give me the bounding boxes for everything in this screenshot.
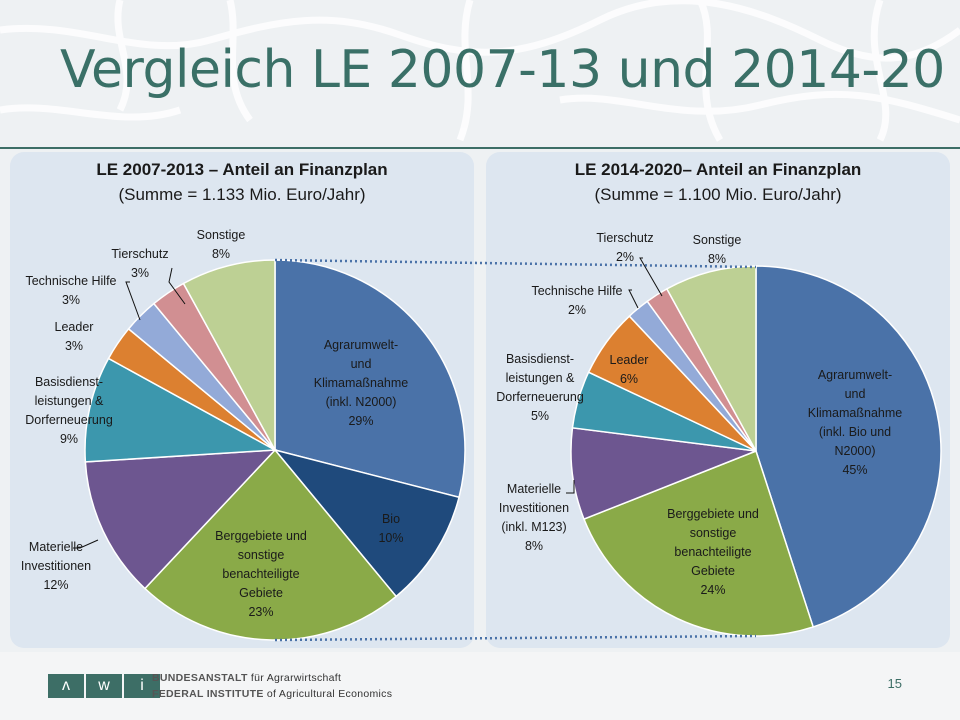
pie-slice-agrar-2007 xyxy=(274,259,466,499)
leader-line-technische-2014 xyxy=(628,289,639,309)
institute-name-en: FEDERAL INSTITUTE of Agricultural Econom… xyxy=(152,688,392,700)
label-leader-2014: Leader 6% xyxy=(609,353,649,386)
leader-line-technische-2007 xyxy=(125,281,141,321)
top-rule xyxy=(0,147,960,149)
leader-line-tierschutz-2014 xyxy=(639,257,663,297)
chart-title-2014-sum: (Summe = 1.100 Mio. Euro/Jahr) xyxy=(594,185,842,204)
label-technische-2007: Technische Hilfe 3% xyxy=(25,274,117,307)
label-sonstige-2007: Sonstige 8% xyxy=(196,228,246,261)
label-tierschutz-2007: Tierschutz 3% xyxy=(111,247,169,280)
pie-slice-sonstige-2014 xyxy=(665,265,757,452)
label-leader-2007: Leader 3% xyxy=(54,320,94,353)
institute-name-de-caps: BUNDESANSTALT xyxy=(152,672,248,684)
label-materielle-2014: Materielle Investitionen (inkl. M123) 8% xyxy=(498,482,570,553)
label-agrar-2007: Agrarumwelt- und Klimamaßnahme (inkl. N2… xyxy=(313,338,409,428)
pie-2007 xyxy=(84,259,466,641)
page-number: 15 xyxy=(887,676,902,691)
label-basis-2014: Basisdienst- leistungen & Dorferneuerung… xyxy=(496,352,584,423)
chart-title-2007-sum: (Summe = 1.133 Mio. Euro/Jahr) xyxy=(118,185,366,204)
label-agrar-2014: Agrarumwelt- und Klimamaßnahme (inkl. Bi… xyxy=(807,368,903,477)
label-basis-2007: Basisdienst- leistungen & Dorferneuerung… xyxy=(25,375,113,446)
chart-title-2007: LE 2007-2013 – Anteil an Finanzplan (Sum… xyxy=(10,158,474,208)
page-title: Vergleich LE 2007-13 und 2014-20 xyxy=(60,40,945,100)
chart-title-2014-heading: LE 2014-2020– Anteil an Finanzplan xyxy=(574,160,862,179)
pie-slice-berg-2007 xyxy=(143,448,398,641)
institute-name-en-caps: FEDERAL INSTITUTE xyxy=(152,688,264,700)
pie-slice-bio-2007 xyxy=(272,448,460,598)
leader-line-materielle-2007 xyxy=(73,539,99,549)
label-tierschutz-2014: Tierschutz 2% xyxy=(596,231,654,264)
pie-slice-sonstige-2007 xyxy=(182,259,276,451)
pie-slice-basis-2007 xyxy=(84,357,278,463)
logo-letter-a: ʌ xyxy=(48,674,84,698)
institute-name-en-rest: of Agricultural Economics xyxy=(266,688,393,700)
footer xyxy=(0,652,960,720)
label-sonstige-2014: Sonstige 8% xyxy=(692,233,742,266)
pie-slice-agrar-2014 xyxy=(755,265,942,628)
logo-letter-w: w xyxy=(86,674,122,698)
label-bio-2007: Bio 10% xyxy=(378,512,404,545)
chart-title-2007-heading: LE 2007-2013 – Anteil an Finanzplan xyxy=(96,160,388,179)
leader-line-materielle-2014 xyxy=(566,480,575,494)
pie-slice-berg-2014 xyxy=(583,450,815,637)
connector-line-top xyxy=(274,258,757,269)
label-berg-2007: Berggebiete und sonstige benachteiligte … xyxy=(215,529,307,619)
pie-2014 xyxy=(570,265,942,637)
leader-line-tierschutz-2007 xyxy=(168,267,186,305)
connector-line-bottom xyxy=(274,634,757,642)
label-materielle-2007: Materielle Investitionen 12% xyxy=(20,540,92,592)
institute-name-de-rest: für Agrarwirtschaft xyxy=(250,672,342,684)
pie-slice-materielle-2007 xyxy=(84,449,277,590)
institute-name-de: BUNDESANSTALT für Agrarwirtschaft xyxy=(152,672,341,684)
label-technische-2014: Technische Hilfe 2% xyxy=(531,284,623,317)
label-berg-2014: Berggebiete und sonstige benachteiligte … xyxy=(667,507,759,597)
pie-slice-materielle-2014 xyxy=(570,426,757,521)
logo-letter-i: i xyxy=(124,674,160,698)
chart-title-2014: LE 2014-2020– Anteil an Finanzplan (Summ… xyxy=(486,158,950,208)
